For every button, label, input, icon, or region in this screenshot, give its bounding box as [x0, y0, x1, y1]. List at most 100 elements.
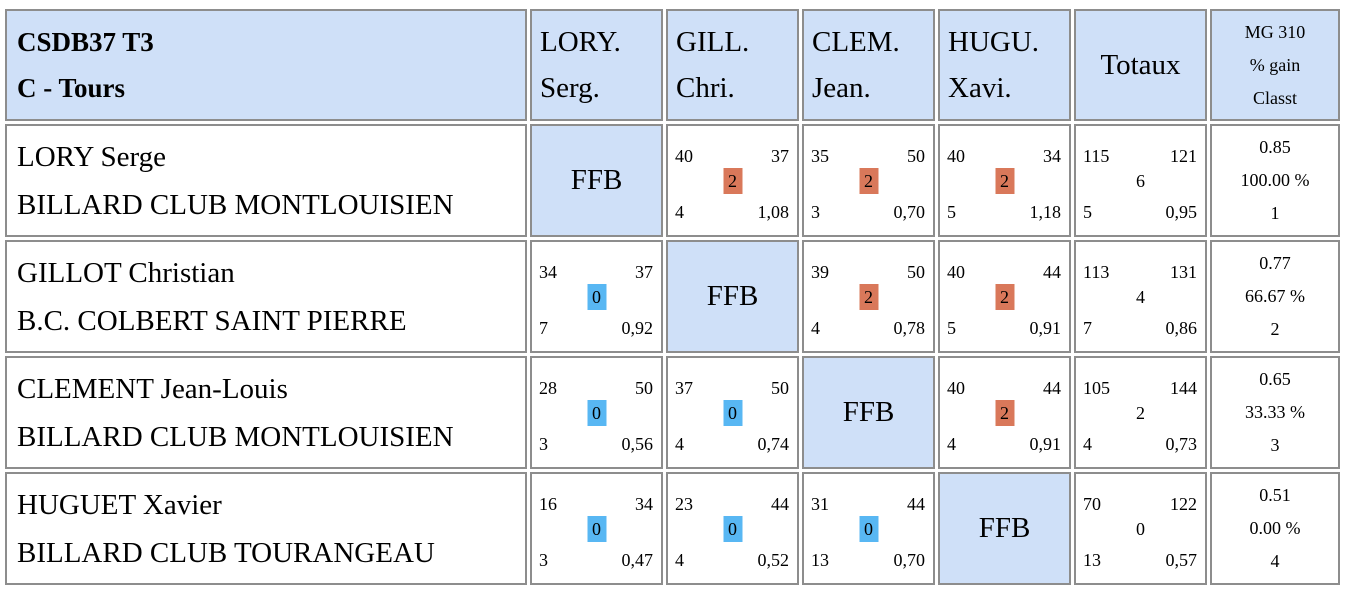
points-made: 35	[811, 146, 829, 166]
innings: 4	[675, 550, 684, 570]
total-target: 144	[1170, 378, 1197, 398]
match-cell: 31 44 0 13 0,70	[802, 472, 935, 585]
innings: 13	[811, 550, 829, 570]
player-row: HUGUET Xavier BILLARD CLUB TOURANGEAU 16 34…	[5, 472, 1340, 585]
total-average: 0,73	[1165, 434, 1198, 454]
match-points-badge: 0	[587, 515, 606, 542]
total-points-made: 115	[1083, 146, 1110, 166]
player-name: CLEMENT Jean-Louis	[17, 372, 288, 405]
match-cell: 23 44 0 4 0,52	[666, 472, 799, 585]
total-points-made: 113	[1083, 262, 1110, 282]
match-points-badge: 2	[723, 167, 742, 194]
player-name: HUGUET Xavier	[17, 488, 222, 521]
average: 1,08	[757, 202, 790, 222]
column-header-line1: LORY.	[540, 26, 621, 58]
match-points-badge: 2	[859, 283, 878, 310]
competition-title-line2: C - Tours	[17, 73, 126, 103]
total-match-points: 0	[1136, 518, 1145, 539]
total-innings: 4	[1083, 434, 1092, 454]
points-target: 44	[771, 494, 789, 514]
match-points-badge: 0	[587, 399, 606, 426]
column-header-line1: HUGU.	[948, 26, 1040, 58]
mg-cell: 0.51 0.00 % 4	[1210, 472, 1340, 585]
total-target: 131	[1170, 262, 1197, 282]
general-average: 0.51	[1259, 485, 1291, 505]
mg-header-line1: MG 310	[1244, 21, 1306, 42]
points-target: 37	[635, 262, 653, 282]
total-match-points: 6	[1136, 170, 1145, 191]
points-made: 40	[947, 146, 965, 166]
average: 0,70	[893, 202, 926, 222]
rank: 3	[1270, 435, 1280, 455]
match-cell: 37 50 0 4 0,74	[666, 356, 799, 469]
column-header-line2: Jean.	[812, 72, 871, 104]
average: 0,47	[621, 550, 654, 570]
match-points-badge: 2	[995, 283, 1014, 310]
points-target: 44	[1043, 262, 1061, 282]
mg-cell: 0.85 100.00 % 1	[1210, 124, 1340, 237]
total-target: 122	[1170, 494, 1197, 514]
rank: 2	[1270, 319, 1280, 339]
match-points-badge: 0	[859, 515, 878, 542]
total-points-made: 105	[1083, 378, 1110, 398]
match-cell: 40 44 2 5 0,91	[938, 240, 1071, 353]
general-average: 0.85	[1259, 137, 1291, 157]
points-made: 23	[675, 494, 693, 514]
points-made: 40	[947, 262, 965, 282]
player-name: GILLOT Christian	[17, 256, 235, 289]
ffb-cell: FFB	[530, 124, 663, 237]
column-header-lory: LORY. Serg.	[530, 9, 663, 121]
points-target: 34	[635, 494, 653, 514]
percent-gain: 66.67 %	[1245, 286, 1305, 306]
player-cell: CLEMENT Jean-Louis BILLARD CLUB MONTLOUIS…	[5, 356, 527, 469]
results-table: CSDB37 T3 C - Tours LORY. Serg. GILL. Ch…	[2, 6, 1343, 588]
innings: 3	[539, 434, 548, 454]
match-cell: 16 34 0 3 0,47	[530, 472, 663, 585]
column-header-clement: CLEM. Jean.	[802, 9, 935, 121]
player-cell: HUGUET Xavier BILLARD CLUB TOURANGEAU	[5, 472, 527, 585]
points-target: 50	[907, 262, 925, 282]
player-row: GILLOT Christian B.C. COLBERT SAINT PIERR…	[5, 240, 1340, 353]
innings: 3	[811, 202, 820, 222]
player-row: CLEMENT Jean-Louis BILLARD CLUB MONTLOUIS…	[5, 356, 1340, 469]
player-club: B.C. COLBERT SAINT PIERRE	[17, 304, 407, 337]
innings: 4	[947, 434, 956, 454]
mg-header: MG 310 % gain Classt	[1210, 9, 1340, 121]
totals-cell: 105 144 2 4 0,73	[1074, 356, 1207, 469]
player-row: LORY Serge BILLARD CLUB MONTLOUISIEN FFB 40…	[5, 124, 1340, 237]
innings: 4	[811, 318, 820, 338]
innings: 3	[539, 550, 548, 570]
match-cell: 40 34 2 5 1,18	[938, 124, 1071, 237]
average: 0,91	[1029, 318, 1062, 338]
average: 0,56	[621, 434, 654, 454]
rank: 1	[1270, 203, 1280, 223]
percent-gain: 0.00 %	[1249, 518, 1301, 538]
points-target: 34	[1043, 146, 1061, 166]
average: 0,92	[621, 318, 654, 338]
percent-gain: 100.00 %	[1240, 170, 1310, 190]
mg-cell: 0.65 33.33 % 3	[1210, 356, 1340, 469]
totals-cell: 115 121 6 5 0,95	[1074, 124, 1207, 237]
mg-header-line2: % gain	[1249, 54, 1301, 75]
total-points-made: 70	[1083, 494, 1101, 514]
match-points-badge: 2	[995, 399, 1014, 426]
innings: 4	[675, 434, 684, 454]
match-cell: 28 50 0 3 0,56	[530, 356, 663, 469]
player-cell: GILLOT Christian B.C. COLBERT SAINT PIERR…	[5, 240, 527, 353]
player-club: BILLARD CLUB MONTLOUISIEN	[17, 188, 454, 221]
total-innings: 7	[1083, 318, 1092, 338]
total-average: 0,86	[1165, 318, 1198, 338]
average: 0,91	[1029, 434, 1062, 454]
column-header-line1: GILL.	[676, 26, 750, 58]
player-cell: LORY Serge BILLARD CLUB MONTLOUISIEN	[5, 124, 527, 237]
match-points-badge: 0	[723, 515, 742, 542]
ffb-cell: FFB	[666, 240, 799, 353]
totals-cell: 113 131 4 7 0,86	[1074, 240, 1207, 353]
average: 0,78	[893, 318, 926, 338]
rank: 4	[1270, 551, 1280, 571]
match-points-badge: 2	[859, 167, 878, 194]
mg-header-line3: Classt	[1252, 87, 1297, 108]
total-target: 121	[1170, 146, 1197, 166]
player-club: BILLARD CLUB MONTLOUISIEN	[17, 420, 454, 453]
totals-header: Totaux	[1074, 9, 1207, 121]
